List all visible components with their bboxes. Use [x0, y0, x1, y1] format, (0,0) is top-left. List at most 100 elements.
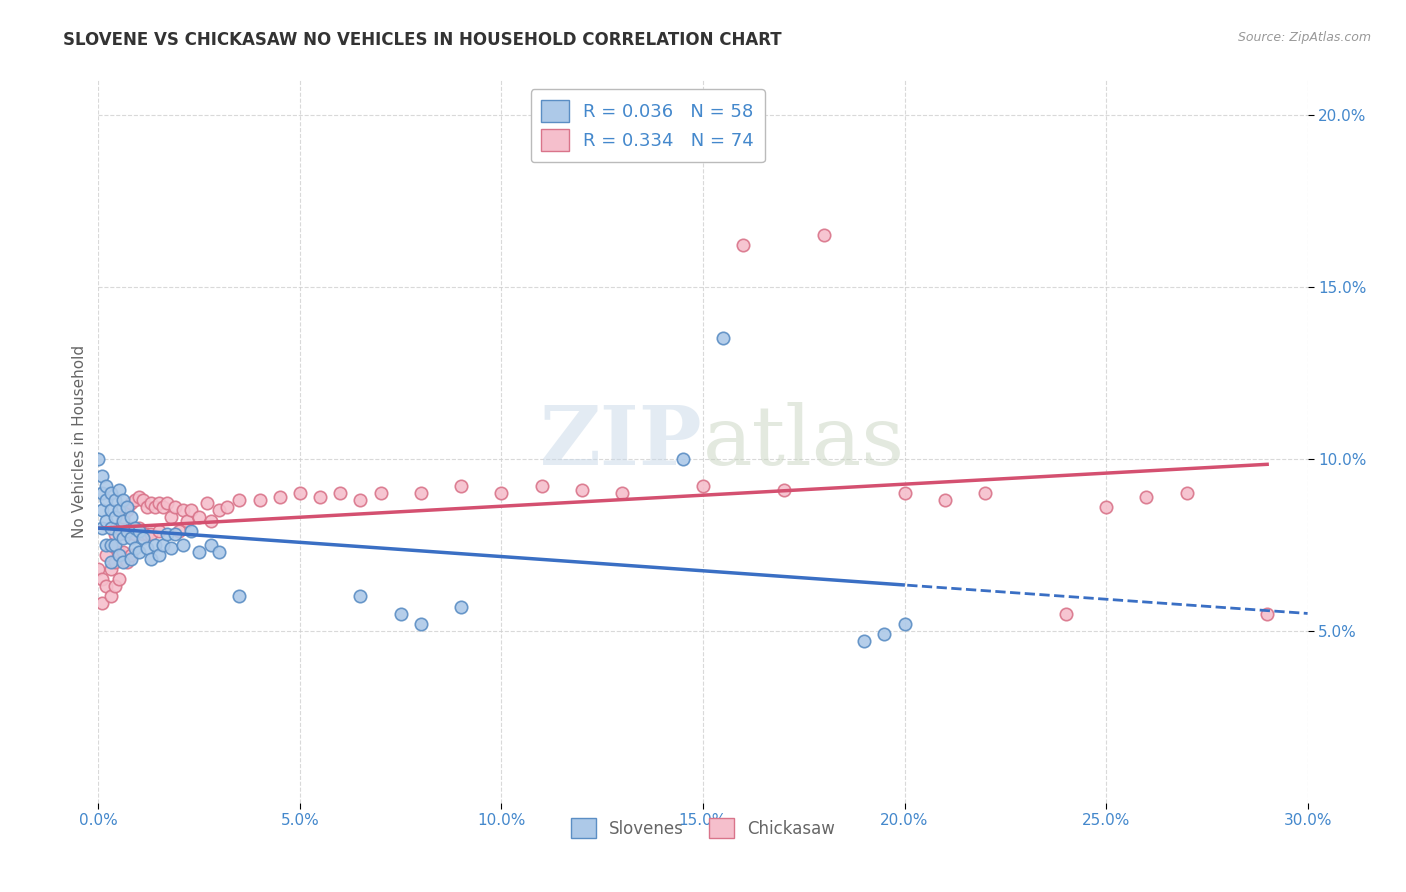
Point	[100, 562, 122, 576]
Point	[91, 503, 114, 517]
Point	[107, 544, 129, 558]
Point	[269, 490, 291, 504]
Point	[450, 479, 472, 493]
Text: Source: ZipAtlas.com: Source: ZipAtlas.com	[1237, 31, 1371, 45]
Point	[103, 527, 125, 541]
Point	[135, 541, 157, 556]
Point	[107, 520, 129, 534]
Point	[163, 527, 186, 541]
Point	[96, 493, 118, 508]
Point	[974, 486, 997, 500]
Point	[188, 544, 211, 558]
Point	[103, 510, 125, 524]
Point	[107, 548, 129, 562]
Point	[111, 555, 134, 569]
Point	[409, 486, 432, 500]
Point	[100, 538, 122, 552]
Point	[148, 524, 170, 538]
Text: atlas: atlas	[703, 401, 905, 482]
Point	[128, 490, 150, 504]
Point	[135, 527, 157, 541]
Point	[91, 486, 114, 500]
Point	[103, 579, 125, 593]
Point	[91, 520, 114, 534]
Point	[167, 524, 190, 538]
Point	[96, 538, 118, 552]
Point	[156, 496, 179, 510]
Point	[100, 590, 122, 604]
Point	[180, 524, 202, 538]
Point	[893, 616, 915, 631]
Point	[115, 500, 138, 514]
Point	[711, 331, 734, 345]
Point	[143, 500, 166, 514]
Point	[200, 514, 222, 528]
Point	[195, 496, 218, 510]
Point	[128, 520, 150, 534]
Text: SLOVENE VS CHICKASAW NO VEHICLES IN HOUSEHOLD CORRELATION CHART: SLOVENE VS CHICKASAW NO VEHICLES IN HOUS…	[63, 31, 782, 49]
Point	[111, 531, 134, 545]
Point	[228, 590, 250, 604]
Point	[692, 479, 714, 493]
Point	[228, 493, 250, 508]
Point	[853, 634, 876, 648]
Point	[208, 503, 231, 517]
Point	[349, 590, 371, 604]
Point	[772, 483, 794, 497]
Point	[91, 469, 114, 483]
Point	[115, 524, 138, 538]
Point	[893, 486, 915, 500]
Point	[96, 579, 118, 593]
Point	[87, 562, 110, 576]
Point	[107, 527, 129, 541]
Point	[571, 483, 593, 497]
Point	[139, 496, 162, 510]
Point	[148, 548, 170, 562]
Point	[128, 524, 150, 538]
Point	[100, 486, 122, 500]
Point	[612, 486, 634, 500]
Point	[148, 496, 170, 510]
Point	[132, 531, 155, 545]
Point	[107, 572, 129, 586]
Point	[309, 490, 332, 504]
Point	[100, 520, 122, 534]
Point	[813, 228, 835, 243]
Point	[156, 527, 179, 541]
Point	[107, 483, 129, 497]
Point	[120, 548, 142, 562]
Point	[329, 486, 352, 500]
Point	[111, 514, 134, 528]
Point	[1256, 607, 1278, 621]
Point	[450, 599, 472, 614]
Point	[163, 500, 186, 514]
Point	[188, 510, 211, 524]
Point	[91, 572, 114, 586]
Point	[115, 555, 138, 569]
Point	[491, 486, 513, 500]
Text: ZIP: ZIP	[540, 401, 703, 482]
Point	[288, 486, 311, 500]
Point	[115, 527, 138, 541]
Point	[111, 510, 134, 524]
Point	[249, 493, 271, 508]
Point	[160, 541, 183, 556]
Point	[389, 607, 412, 621]
Point	[135, 500, 157, 514]
Point	[172, 538, 194, 552]
Point	[124, 527, 146, 541]
Point	[409, 616, 432, 631]
Point	[349, 493, 371, 508]
Point	[100, 503, 122, 517]
Point	[103, 493, 125, 508]
Legend: Slovenes, Chickasaw: Slovenes, Chickasaw	[564, 812, 842, 845]
Point	[370, 486, 392, 500]
Point	[96, 548, 118, 562]
Point	[124, 493, 146, 508]
Point	[873, 627, 896, 641]
Point	[172, 503, 194, 517]
Point	[103, 538, 125, 552]
Point	[111, 544, 134, 558]
Point	[96, 514, 118, 528]
Point	[200, 538, 222, 552]
